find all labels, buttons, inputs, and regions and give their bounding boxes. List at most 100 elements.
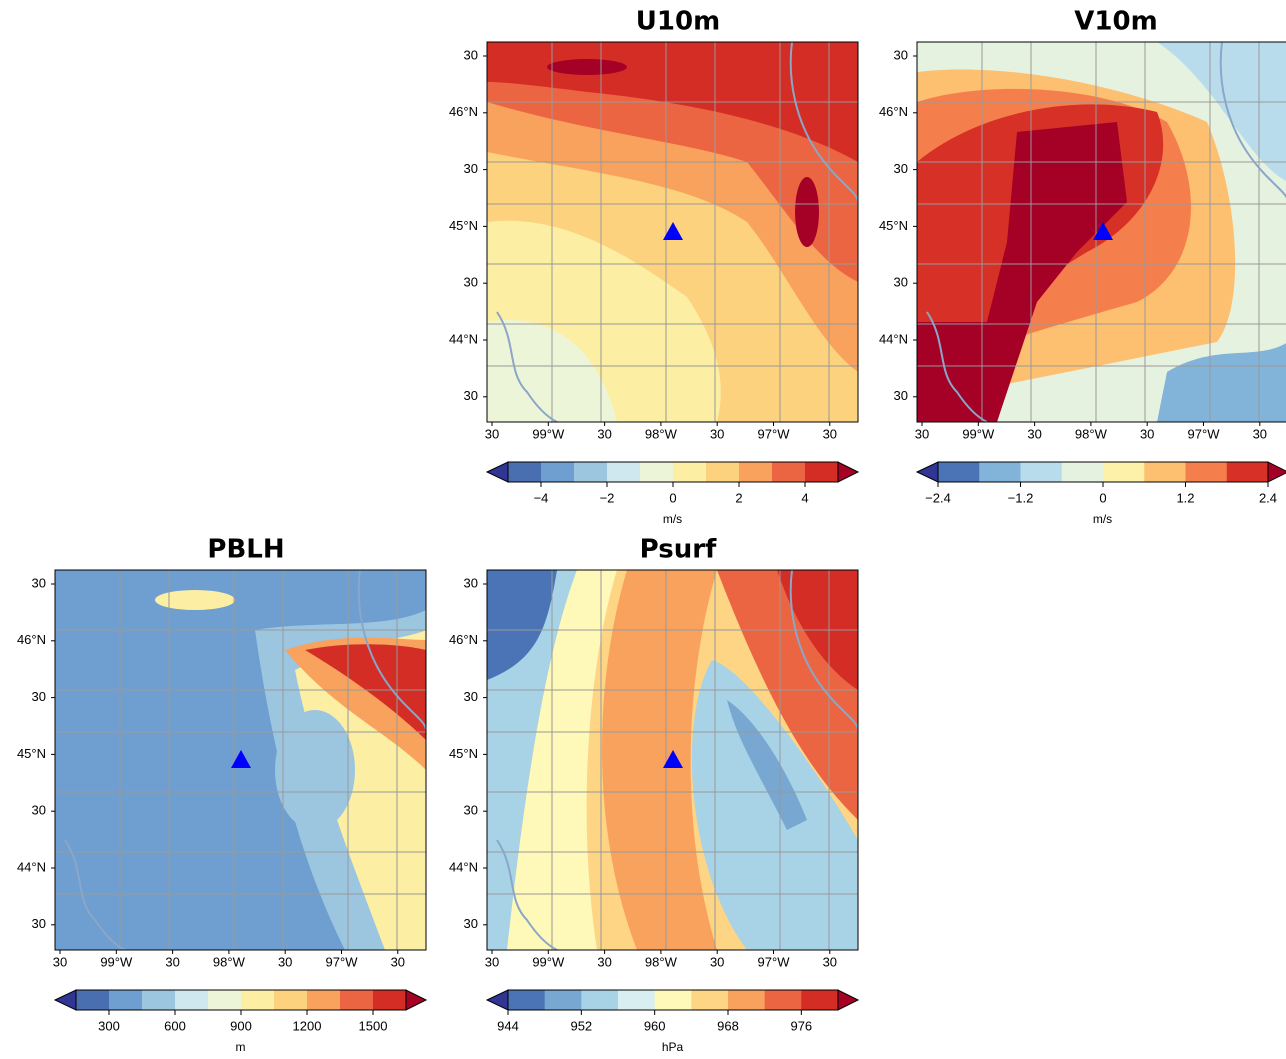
- colorbar-units: hPa: [662, 1040, 684, 1054]
- colorbar-over: [1267, 461, 1286, 483]
- colorbar-swatch: [541, 462, 575, 482]
- y-tick-label: 30: [32, 916, 46, 931]
- colorbar-tick-label: −2: [600, 490, 615, 505]
- x-tick-label: 30: [165, 954, 179, 969]
- colorbar-swatch: [175, 990, 209, 1010]
- colorbar-swatch: [801, 990, 839, 1010]
- colorbar-swatch: [772, 462, 806, 482]
- y-tick-label: 30: [32, 689, 46, 704]
- x-tick-label: 30: [823, 426, 837, 441]
- y-tick-label: 44°N: [17, 859, 46, 874]
- x-tick-label: 30: [485, 426, 499, 441]
- x-tick-label: 30: [1253, 426, 1267, 441]
- colorbar-swatch: [691, 990, 729, 1010]
- y-tick-label: 30: [32, 575, 46, 590]
- colorbar-tick-label: 960: [644, 1018, 666, 1033]
- x-tick-label: 30: [710, 954, 724, 969]
- field: [275, 710, 355, 830]
- x-tick-label: 30: [1140, 426, 1154, 441]
- field: [917, 122, 1127, 422]
- y-tick-label: 30: [464, 388, 478, 403]
- y-tick-label: 44°N: [449, 331, 478, 346]
- colorbar-swatch: [979, 462, 1021, 482]
- colorbar-tick-label: 0: [669, 490, 676, 505]
- y-tick-label: 30: [32, 803, 46, 818]
- y-tick-label: 30: [464, 803, 478, 818]
- x-tick-label: 30: [485, 954, 499, 969]
- colorbar-swatch: [1144, 462, 1186, 482]
- colorbar-under: [485, 461, 509, 483]
- site-marker: [663, 750, 683, 768]
- colorbar-swatch: [274, 990, 308, 1010]
- y-tick-label: 30: [894, 275, 908, 290]
- colorbar-tick-label: 2: [735, 490, 742, 505]
- river: [496, 311, 558, 422]
- colorbar-swatch: [607, 462, 641, 482]
- x-tick-label: 97°W: [1188, 426, 1221, 441]
- y-tick-label: 46°N: [449, 104, 478, 119]
- colorbar-swatch: [109, 990, 143, 1010]
- y-tick-label: 45°N: [449, 218, 478, 233]
- colorbar-tick-label: −1.2: [1008, 490, 1034, 505]
- colorbar-swatch: [307, 990, 341, 1010]
- y-tick-label: 46°N: [449, 632, 478, 647]
- colorbar-swatch: [1103, 462, 1145, 482]
- colorbar-swatch: [76, 990, 110, 1010]
- y-tick-label: 46°N: [17, 632, 46, 647]
- colorbar-over: [837, 989, 860, 1011]
- field: [917, 42, 1286, 181]
- colorbar-swatch: [739, 462, 773, 482]
- x-tick-label: 98°W: [645, 954, 678, 969]
- colorbar-tick-label: 600: [164, 1018, 186, 1033]
- x-tick-label: 97°W: [326, 954, 359, 969]
- x-tick-label: 99°W: [532, 426, 565, 441]
- y-tick-label: 45°N: [17, 746, 46, 761]
- x-tick-label: 30: [391, 954, 405, 969]
- y-tick-label: 30: [464, 689, 478, 704]
- colorbar-swatch: [805, 462, 839, 482]
- colorbar-swatch: [581, 990, 619, 1010]
- x-tick-label: 98°W: [645, 426, 678, 441]
- field: [1157, 343, 1286, 422]
- x-tick-label: 97°W: [758, 954, 791, 969]
- x-tick-label: 99°W: [532, 954, 565, 969]
- colorbar-swatch: [544, 990, 582, 1010]
- field: [547, 59, 627, 75]
- colorbar-under: [53, 989, 77, 1011]
- y-tick-label: 45°N: [879, 218, 908, 233]
- y-tick-label: 30: [894, 47, 908, 62]
- colorbar-swatch: [640, 462, 674, 482]
- colorbar-swatch: [373, 990, 407, 1010]
- colorbar-tick-label: 0: [1099, 490, 1106, 505]
- map-frame: [916, 41, 1286, 423]
- x-tick-label: 30: [53, 954, 67, 969]
- site-marker: [663, 222, 683, 240]
- colorbar-units: m/s: [1093, 512, 1112, 526]
- y-tick-label: 30: [464, 47, 478, 62]
- y-tick-label: 30: [464, 161, 478, 176]
- river: [789, 42, 858, 203]
- x-tick-label: 98°W: [1075, 426, 1108, 441]
- site-marker: [1093, 222, 1113, 240]
- river: [357, 570, 426, 731]
- colorbar-swatch: [241, 990, 275, 1010]
- panel-title: Psurf: [640, 535, 717, 565]
- river: [64, 839, 126, 950]
- colorbar-swatch: [654, 990, 692, 1010]
- colorbar-tick-label: −2.4: [925, 490, 951, 505]
- y-tick-label: 30: [894, 161, 908, 176]
- colorbar-units: m/s: [663, 512, 682, 526]
- colorbar-tick-label: −4: [534, 490, 549, 505]
- site-marker: [231, 750, 251, 768]
- colorbar-swatch: [764, 990, 802, 1010]
- y-tick-label: 30: [464, 916, 478, 931]
- map-pblh: [55, 570, 426, 950]
- river: [926, 311, 988, 422]
- y-tick-label: 45°N: [449, 746, 478, 761]
- colorbar-tick-label: 1.2: [1176, 490, 1194, 505]
- map-psurf: [487, 570, 858, 950]
- field: [487, 570, 557, 680]
- colorbar-tick-label: 900: [230, 1018, 252, 1033]
- map-frame: [486, 569, 859, 951]
